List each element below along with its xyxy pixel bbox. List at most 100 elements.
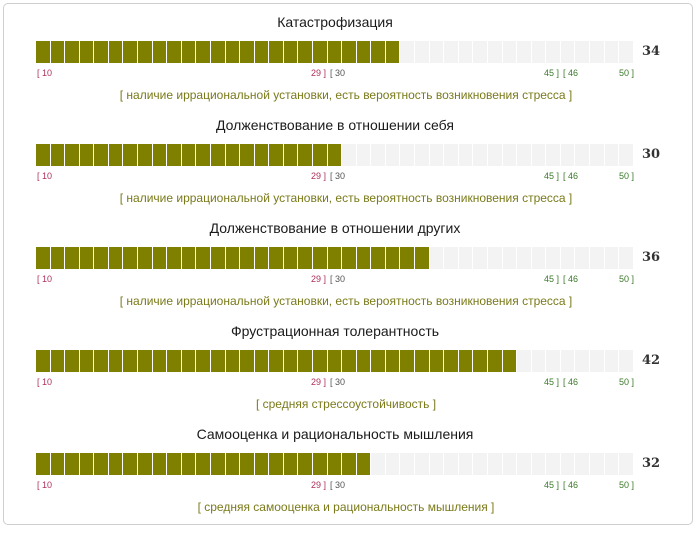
- empty-segment: [502, 453, 518, 475]
- filled-segment: [152, 247, 168, 269]
- filled-segment: [298, 41, 313, 63]
- empty-segment: [429, 247, 445, 269]
- empty-segment: [487, 247, 503, 269]
- filled-segment: [210, 350, 226, 372]
- filled-segment: [123, 350, 139, 372]
- filled-segment: [65, 350, 80, 372]
- empty-segment: [458, 247, 474, 269]
- empty-segment: [356, 144, 372, 166]
- empty-segment: [400, 144, 416, 166]
- empty-segment: [371, 144, 386, 166]
- tick-high-start: [ 46: [563, 68, 579, 78]
- scale-block: Катастрофизация 34 [ 10 29 ][ 30 45 ][ 46 50 …: [0, 0, 700, 104]
- empty-segment: [560, 453, 576, 475]
- empty-segment: [604, 350, 620, 372]
- scale-title: Долженствование в отношении себя: [216, 117, 454, 133]
- filled-segment: [210, 453, 226, 475]
- scale-verdict: [ средняя самооценка и рациональность мы…: [197, 500, 495, 514]
- filled-segment: [298, 247, 313, 269]
- scale-verdict: [ средняя стрессоустойчивость ]: [255, 397, 437, 411]
- tick-high-start: [ 46: [563, 377, 579, 387]
- tick-high-end: 50 ]: [619, 171, 635, 181]
- empty-segment: [429, 144, 445, 166]
- empty-segment: [429, 41, 445, 63]
- tick-low-end: 29 ]: [311, 68, 327, 78]
- scale-block: Долженствование в отношении себя 30 [ 10 29…: [0, 103, 700, 207]
- tick-mid-end: 45 ]: [544, 377, 560, 387]
- filled-segment: [108, 41, 124, 63]
- filled-segment: [415, 247, 430, 269]
- filled-segment: [327, 350, 343, 372]
- filled-segment: [254, 350, 270, 372]
- score-value: 36: [641, 250, 661, 265]
- empty-segment: [400, 41, 416, 63]
- filled-segment: [138, 41, 153, 63]
- filled-segment: [225, 144, 241, 166]
- filled-segment: [50, 41, 66, 63]
- filled-segment: [94, 247, 109, 269]
- scale-title: Фрустрационная толерантность: [230, 323, 440, 339]
- filled-segment: [327, 453, 343, 475]
- filled-segment: [473, 350, 488, 372]
- empty-segment: [619, 41, 634, 63]
- filled-segment: [342, 247, 357, 269]
- empty-segment: [546, 144, 561, 166]
- filled-segment: [254, 144, 270, 166]
- empty-segment: [560, 41, 576, 63]
- filled-segment: [65, 41, 80, 63]
- filled-segment: [167, 453, 182, 475]
- tick-mid-start: [ 30: [330, 377, 346, 387]
- filled-segment: [269, 453, 284, 475]
- filled-segment: [50, 247, 66, 269]
- empty-segment: [575, 350, 590, 372]
- filled-segment: [108, 350, 124, 372]
- score-bar: [36, 453, 634, 475]
- filled-segment: [94, 350, 109, 372]
- filled-segment: [108, 144, 124, 166]
- tick-mid-start: [ 30: [330, 171, 346, 181]
- empty-segment: [546, 453, 561, 475]
- filled-segment: [138, 350, 153, 372]
- filled-segment: [312, 144, 328, 166]
- tick-low-start: [ 10: [37, 171, 53, 181]
- filled-segment: [152, 453, 168, 475]
- empty-segment: [385, 453, 401, 475]
- empty-segment: [619, 144, 634, 166]
- empty-segment: [560, 144, 576, 166]
- empty-segment: [604, 41, 620, 63]
- empty-segment: [444, 247, 459, 269]
- filled-segment: [298, 144, 313, 166]
- filled-segment: [327, 41, 343, 63]
- filled-segment: [94, 144, 109, 166]
- filled-segment: [36, 247, 51, 269]
- filled-segment: [123, 144, 139, 166]
- filled-segment: [79, 247, 95, 269]
- empty-segment: [589, 41, 605, 63]
- filled-segment: [283, 144, 299, 166]
- tick-high-end: 50 ]: [619, 377, 635, 387]
- empty-segment: [589, 350, 605, 372]
- tick-high-end: 50 ]: [619, 274, 635, 284]
- filled-segment: [312, 350, 328, 372]
- tick-mid-end: 45 ]: [544, 171, 560, 181]
- score-value: 32: [641, 456, 661, 471]
- filled-segment: [254, 453, 270, 475]
- empty-segment: [531, 144, 547, 166]
- filled-segment: [79, 41, 95, 63]
- empty-segment: [502, 144, 518, 166]
- filled-segment: [138, 247, 153, 269]
- empty-segment: [385, 144, 401, 166]
- tick-mid-end: 45 ]: [544, 480, 560, 490]
- filled-segment: [240, 453, 255, 475]
- filled-segment: [225, 453, 241, 475]
- empty-segment: [458, 453, 474, 475]
- filled-segment: [138, 453, 153, 475]
- empty-segment: [517, 144, 532, 166]
- scale-title: Долженствование в отношении других: [209, 220, 461, 236]
- score-value: 42: [641, 353, 661, 368]
- filled-segment: [196, 144, 211, 166]
- filled-segment: [240, 350, 255, 372]
- filled-segment: [65, 247, 80, 269]
- tick-low-start: [ 10: [37, 480, 53, 490]
- empty-segment: [531, 247, 547, 269]
